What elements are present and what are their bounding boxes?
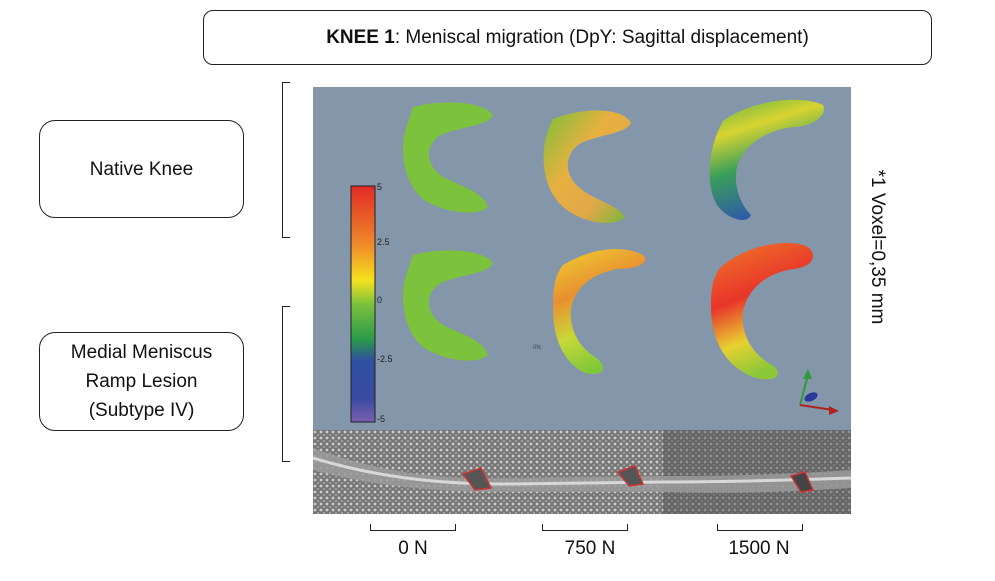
displacement-map-panel: 5 2.5 0 -2.5 -5 0N [313, 87, 851, 430]
force-label-750n: 750 N [564, 538, 616, 559]
colorbar-tick: 5 [377, 182, 383, 192]
voxel-note-text: *1 Voxel=0,35 mm [867, 169, 888, 325]
voxel-note: *1 Voxel=0,35 mm [862, 152, 892, 342]
meniscus-maps [350, 99, 839, 423]
figure-title: KNEE 1: Meniscal migration (DpY: Sagitta… [203, 10, 932, 65]
mri-strip [313, 430, 851, 514]
meniscus-lesion-750n [553, 249, 646, 375]
panel-label: 0N [533, 345, 541, 351]
row-label-line: Medial Meniscus [70, 342, 213, 363]
mri-images [313, 430, 851, 514]
row-label-line: (Subtype IV) [88, 400, 195, 421]
colorbar-tick: -2.5 [377, 354, 393, 364]
meniscus-native-1500n [709, 99, 824, 220]
colorbar-tick: 2.5 [377, 237, 390, 247]
row-bracket-lesion [282, 306, 290, 462]
colorbar-tick: 0 [377, 295, 383, 305]
force-label-0n: 0 N [398, 538, 428, 559]
title-text: : Meniscal migration (DpY: Sagittal disp… [394, 26, 809, 48]
row-label-ramp-lesion: Medial Meniscus Ramp Lesion (Subtype IV) [39, 332, 244, 431]
lesion-outline-750n [616, 465, 645, 487]
force-label-1500n: 1500 N [728, 538, 790, 559]
lesion-outline-0n [461, 467, 493, 491]
colorbar [350, 185, 376, 423]
axis-triad-icon [799, 369, 839, 415]
row-bracket-native [282, 82, 290, 238]
scale-bar [717, 524, 803, 531]
meniscus-native-750n [543, 110, 631, 224]
row-label-text: Native Knee [89, 158, 194, 180]
meniscus-lesion-0n [403, 250, 493, 361]
lesion-outline-1500n [789, 471, 815, 493]
scale-bar [370, 524, 456, 531]
mri-750n [503, 430, 663, 514]
scale-bar [542, 524, 628, 531]
meniscus-lesion-1500n [711, 242, 813, 380]
row-label-native-knee: Native Knee [39, 120, 244, 218]
row-label-line: Ramp Lesion [85, 371, 198, 392]
colorbar-tick: -5 [377, 414, 386, 424]
title-bold: KNEE 1 [326, 26, 395, 48]
meniscus-native-0n [403, 102, 493, 213]
